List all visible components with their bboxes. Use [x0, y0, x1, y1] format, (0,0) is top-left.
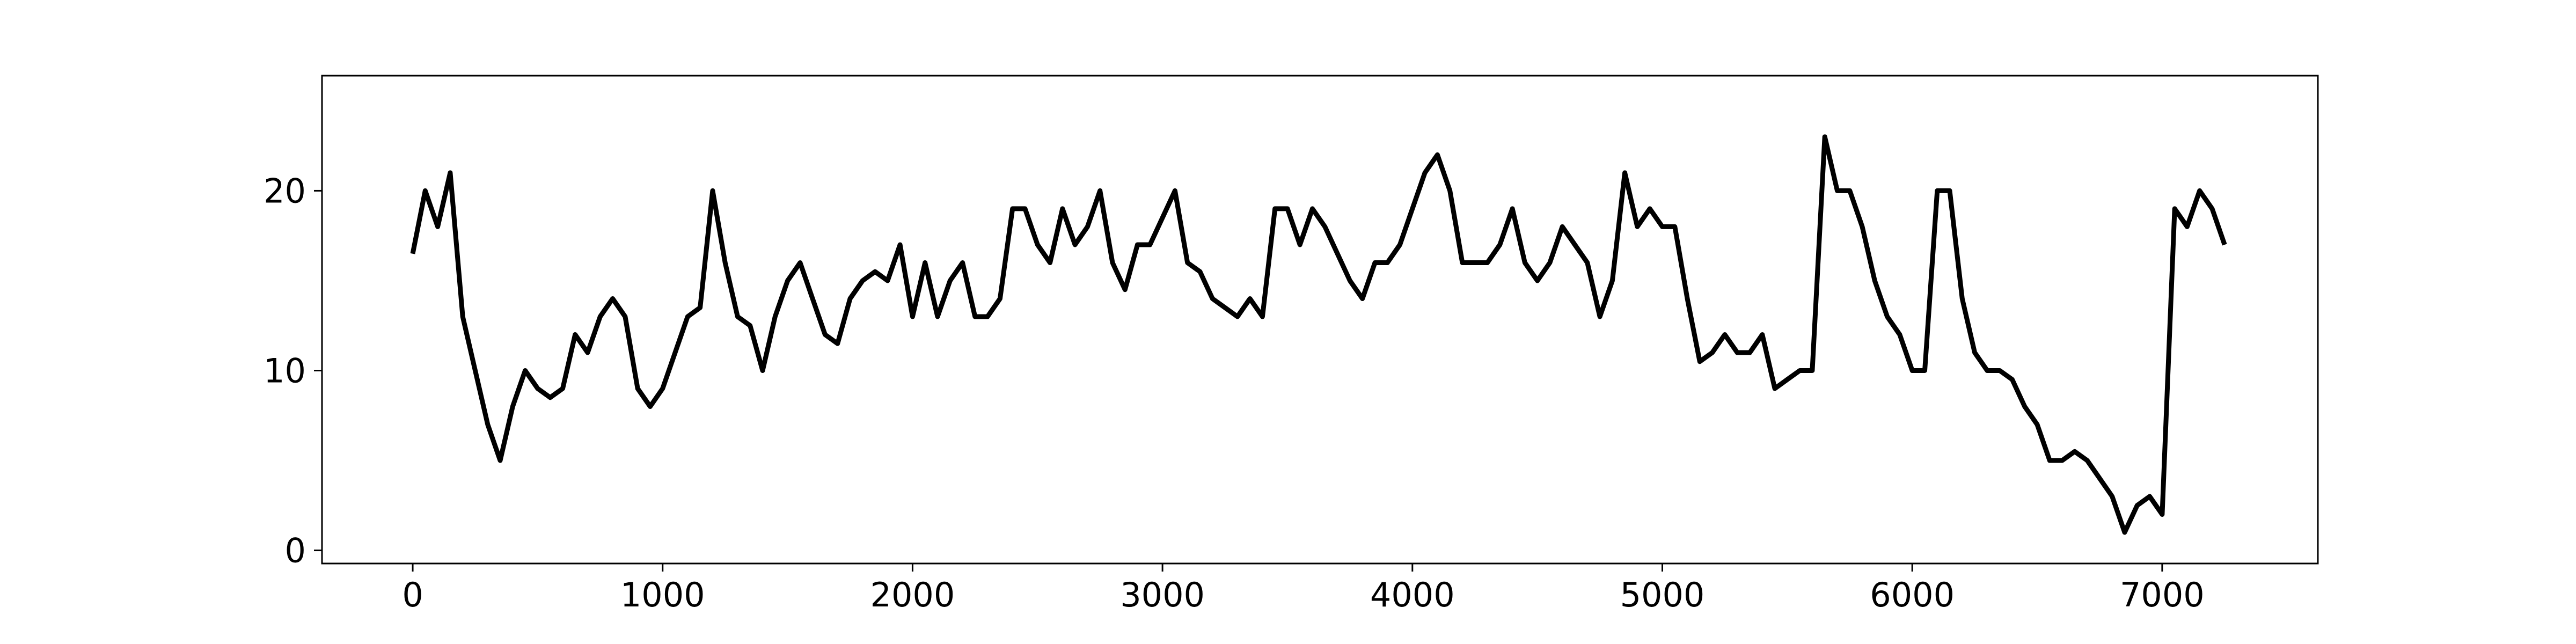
x-tick-label: 5000: [1620, 575, 1705, 614]
x-tick-label: 0: [402, 575, 423, 614]
x-tick-label: 4000: [1370, 575, 1455, 614]
y-tick-label: 0: [285, 531, 306, 570]
x-tick-label: 2000: [870, 575, 955, 614]
x-tick-label: 6000: [1870, 575, 1955, 614]
x-tick-label: 7000: [2120, 575, 2205, 614]
x-tick-label: 1000: [620, 575, 705, 614]
y-tick-label: 20: [264, 171, 306, 210]
y-tick-label: 10: [264, 351, 306, 390]
data-line: [410, 134, 2227, 535]
plot-frame: [321, 75, 2319, 565]
x-tick-label: 3000: [1120, 575, 1205, 614]
